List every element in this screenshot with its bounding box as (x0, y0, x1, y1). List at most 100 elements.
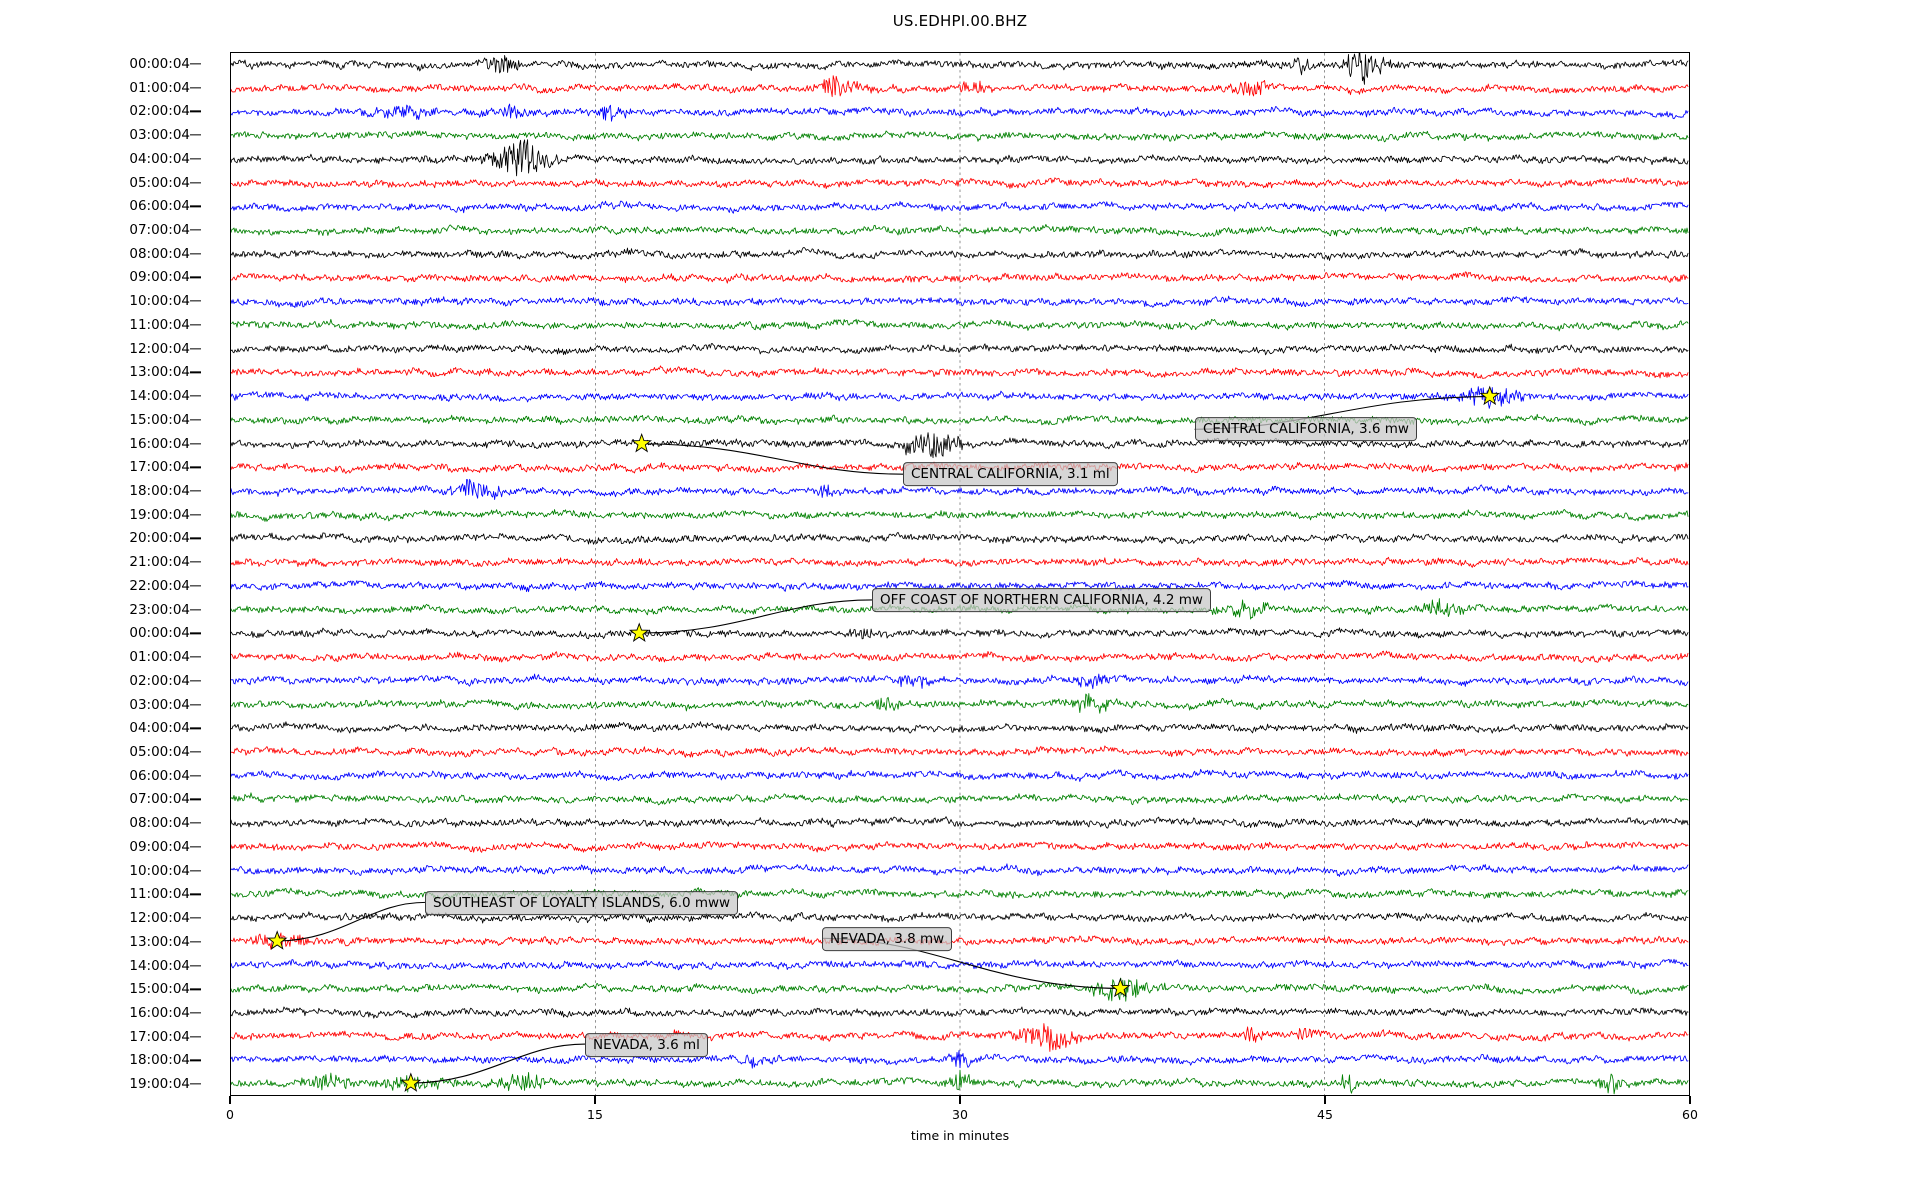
y-tick-mark (190, 917, 201, 919)
event-annotation-label[interactable]: NEVADA, 3.6 ml (585, 1033, 708, 1057)
x-tick-mark (594, 1096, 596, 1104)
y-tick-mark (190, 608, 201, 611)
y-tick-label: 03:00:04 (129, 696, 190, 713)
event-annotation-label[interactable]: SOUTHEAST OF LOYALTY ISLANDS, 6.0 mww (425, 891, 739, 915)
y-tick-label: 03:00:04 (129, 127, 190, 144)
y-tick-mark (190, 775, 201, 777)
event-star-marker[interactable] (400, 1072, 422, 1092)
y-tick-label: 19:00:04 (129, 1076, 190, 1093)
y-tick-label: 20:00:04 (129, 530, 190, 547)
y-tick-label: 10:00:04 (129, 293, 190, 310)
y-tick-mark (190, 110, 201, 112)
x-tick-mark (1689, 1096, 1691, 1104)
y-tick-mark (190, 561, 201, 563)
trace-row-38 (231, 958, 1689, 971)
y-tick-label: 14:00:04 (129, 388, 190, 405)
event-star-marker[interactable] (631, 432, 652, 453)
trace-row-12 (231, 343, 1689, 356)
y-tick-label: 17:00:04 (129, 459, 190, 476)
x-tick-label: 0 (226, 1107, 234, 1122)
y-tick-label: 13:00:04 (129, 364, 190, 381)
y-tick-label: 21:00:04 (129, 554, 190, 571)
event-star-marker[interactable] (266, 930, 288, 950)
y-tick-mark (190, 490, 201, 492)
trace-row-18 (231, 478, 1689, 501)
y-tick-label: 08:00:04 (129, 815, 190, 832)
trace-row-8 (231, 247, 1689, 261)
y-tick-label: 10:00:04 (129, 862, 190, 879)
y-tick-mark (190, 537, 201, 540)
x-tick-mark (959, 1096, 961, 1104)
y-tick-mark (190, 846, 201, 848)
trace-row-42 (231, 1050, 1689, 1069)
event-annotation-label[interactable]: NEVADA, 3.8 mw (822, 927, 953, 951)
y-tick-mark (190, 680, 201, 682)
y-tick-label: 08:00:04 (129, 245, 190, 262)
y-tick-mark (190, 1083, 201, 1085)
y-tick-mark (190, 205, 201, 207)
y-tick-mark (190, 63, 201, 65)
trace-row-22 (231, 579, 1689, 593)
y-tick-label: 16:00:04 (129, 435, 190, 452)
trace-row-4 (231, 139, 1689, 177)
y-tick-label: 05:00:04 (129, 743, 190, 760)
y-tick-mark (190, 585, 201, 587)
y-tick-label: 18:00:04 (129, 482, 190, 499)
y-tick-mark (190, 632, 201, 634)
y-tick-mark (190, 300, 201, 302)
trace-row-13 (231, 365, 1689, 379)
y-tick-mark (190, 941, 201, 943)
trace-row-31 (231, 792, 1689, 806)
y-tick-mark (190, 1012, 201, 1014)
trace-row-28 (231, 721, 1689, 734)
y-tick-label: 23:00:04 (129, 601, 190, 618)
event-leader-line (277, 901, 426, 942)
trace-row-24 (231, 627, 1689, 640)
y-tick-label: 02:00:04 (129, 672, 190, 689)
trace-row-29 (231, 745, 1689, 758)
y-tick-mark (190, 253, 201, 255)
event-star-marker[interactable] (1479, 385, 1501, 406)
trace-row-9 (231, 271, 1689, 284)
trace-row-34 (231, 863, 1689, 877)
x-axis-title: time in minutes (910, 1128, 1010, 1143)
y-tick-mark (190, 466, 201, 468)
y-tick-label: 19:00:04 (129, 506, 190, 523)
trace-row-15 (231, 413, 1689, 427)
x-tick-label: 15 (587, 1107, 603, 1122)
trace-row-19 (231, 508, 1689, 522)
y-tick-mark (190, 419, 201, 421)
trace-row-26 (231, 673, 1689, 690)
y-tick-mark (190, 86, 201, 89)
trace-row-7 (231, 223, 1689, 238)
x-tick-mark (1324, 1096, 1326, 1104)
event-star-marker[interactable] (628, 622, 650, 642)
trace-row-25 (231, 650, 1689, 664)
y-tick-mark (190, 395, 201, 397)
y-tick-label: 13:00:04 (129, 933, 190, 950)
y-tick-label: 11:00:04 (129, 316, 190, 333)
y-tick-label: 14:00:04 (129, 957, 190, 974)
event-leader-line (410, 1043, 586, 1084)
y-tick-mark (190, 822, 201, 824)
event-leader-line (641, 443, 904, 475)
event-annotation-label[interactable]: OFF COAST OF NORTHERN CALIFORNIA, 4.2 mw (872, 588, 1211, 612)
event-annotation-label[interactable]: CENTRAL CALIFORNIA, 3.6 mw (1195, 417, 1417, 441)
trace-row-5 (231, 177, 1689, 190)
event-star-marker[interactable] (1110, 977, 1131, 998)
trace-row-20 (231, 531, 1689, 545)
y-tick-label: 02:00:04 (129, 103, 190, 120)
y-tick-label: 00:00:04 (129, 55, 190, 72)
trace-row-40 (231, 1006, 1689, 1019)
trace-row-14 (231, 386, 1689, 409)
trace-row-21 (231, 556, 1689, 568)
y-tick-mark (190, 988, 201, 990)
y-tick-mark (190, 798, 201, 801)
y-tick-label: 11:00:04 (129, 886, 190, 903)
event-annotation-label[interactable]: CENTRAL CALIFORNIA, 3.1 ml (903, 462, 1118, 486)
x-axis: 0 15 30 45 60 (226, 1096, 1698, 1156)
y-tick-mark (190, 181, 201, 184)
x-tick-label: 60 (1682, 1107, 1698, 1122)
trace-row-37 (231, 932, 1689, 950)
